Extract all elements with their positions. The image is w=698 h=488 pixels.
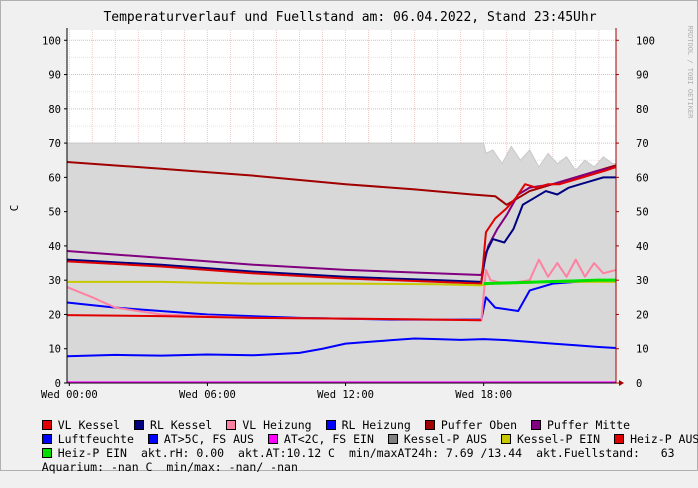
legend: VL Kessel RL Kessel VL Heizung RL Heizung Pu… bbox=[14, 404, 698, 474]
legend-item: VL Heizung bbox=[226, 418, 312, 432]
outdoor-temp-readout: akt.AT:10.12 C bbox=[238, 446, 335, 460]
series-line-4 bbox=[66, 337, 617, 358]
legend-item: RL Heizung bbox=[325, 418, 411, 432]
y-tick-label: 50 bbox=[48, 207, 61, 219]
y-tick-label-right: 30 bbox=[636, 275, 649, 287]
chart-title: Temperaturverlauf und Fuellstand am: 06.… bbox=[103, 10, 596, 25]
legend-label: RL Kessel bbox=[150, 418, 213, 432]
y-tick-label: 90 bbox=[48, 70, 61, 82]
legend-swatch bbox=[267, 434, 278, 444]
legend-label: Luftfeuchte bbox=[57, 432, 134, 446]
aquarium-readout: Aquarium: -nan C min/max: -nan/ -nan bbox=[41, 460, 298, 474]
legend-swatch bbox=[41, 420, 52, 430]
legend-label: Puffer Oben bbox=[440, 418, 517, 432]
aquarium-area bbox=[66, 142, 617, 384]
y-tick-label: 40 bbox=[48, 241, 61, 253]
legend-swatch bbox=[134, 420, 145, 430]
series-group bbox=[66, 160, 617, 384]
legend-item: Kessel-P EIN bbox=[501, 432, 600, 446]
legend-label: Heiz-P AUS bbox=[630, 432, 698, 446]
series-line-2 bbox=[66, 176, 616, 283]
y-tick-label-right: 60 bbox=[636, 172, 649, 184]
legend-swatch bbox=[41, 434, 52, 444]
y-tick-label-right: 100 bbox=[636, 35, 655, 47]
y-tick-label: 60 bbox=[48, 172, 61, 184]
y-tick-label: 10 bbox=[48, 344, 61, 356]
axes: 0 0 10 10 20 20 30 30 40 40 50 50 60 60 70 70 80 80 90 90 10… bbox=[41, 28, 655, 401]
legend-item: VL Kessel bbox=[41, 418, 121, 432]
legend-swatch bbox=[226, 420, 237, 430]
y-tick-label: 100 bbox=[42, 35, 61, 47]
legend-row-3: Heiz-P EIN akt.rH: 0.00 akt.AT:10.12 C min/… bbox=[14, 432, 694, 460]
x-tick-label: Wed 06:00 bbox=[179, 389, 236, 401]
legend-item: AT<2C, FS EIN bbox=[267, 432, 374, 446]
y-tick-label: 20 bbox=[48, 309, 61, 321]
legend-item: AT>5C, FS AUS bbox=[147, 432, 254, 446]
legend-item: Luftfeuchte bbox=[41, 432, 134, 446]
y-tick-label-right: 40 bbox=[636, 241, 649, 253]
legend-label: Puffer Mitte bbox=[547, 418, 631, 432]
legend-label: Kessel-P EIN bbox=[517, 432, 601, 446]
x-tick-label: Wed 18:00 bbox=[455, 389, 512, 401]
legend-label: VL Kessel bbox=[57, 418, 121, 432]
legend-swatch bbox=[614, 434, 625, 444]
legend-swatch bbox=[387, 434, 398, 444]
minmax-24h-readout: min/maxAT24h: 7.69 /13.44 bbox=[348, 446, 523, 460]
y-axis-label: C bbox=[8, 205, 21, 212]
y-tick-label-right: 80 bbox=[636, 104, 649, 116]
y-tick-label-right: 10 bbox=[636, 344, 649, 356]
y-tick-label-right: 90 bbox=[636, 70, 649, 82]
humidity-readout: akt.rH: 0.00 bbox=[140, 446, 225, 460]
y-tick-label-right: 70 bbox=[636, 138, 649, 150]
x-tick-label: Wed 00:00 bbox=[41, 389, 98, 401]
y-tick-label: 70 bbox=[48, 138, 61, 150]
legend-swatch bbox=[325, 420, 336, 430]
series-line-8 bbox=[483, 278, 616, 286]
legend-item: Puffer Oben bbox=[424, 418, 517, 432]
fill-level-readout: akt.Fuellstand: 63 bbox=[536, 446, 675, 460]
area-fill bbox=[66, 142, 617, 384]
legend-label: AT>5C, FS AUS bbox=[163, 432, 254, 446]
legend-swatch bbox=[501, 434, 511, 444]
legend-swatch bbox=[531, 420, 541, 430]
legend-item: Puffer Mitte bbox=[531, 418, 630, 432]
y-tick-label: 30 bbox=[48, 275, 61, 287]
y-tick-label-right: 50 bbox=[636, 207, 649, 219]
x-tick-label: Wed 12:00 bbox=[317, 389, 374, 401]
legend-swatch bbox=[147, 434, 158, 444]
series-line-3 bbox=[66, 166, 617, 285]
legend-item: Heiz-P EIN bbox=[41, 446, 127, 460]
series-line-9 bbox=[66, 314, 482, 322]
legend-item: Heiz-P AUS bbox=[614, 432, 698, 446]
y-tick-label-right: 0 bbox=[636, 378, 642, 390]
y-tick-label: 80 bbox=[48, 104, 61, 116]
legend-label: VL Heizung bbox=[242, 418, 312, 432]
watermark: RRDTOOL / TOBI OETIKER bbox=[686, 26, 694, 120]
x-axis-arrow bbox=[619, 380, 624, 386]
legend-item: Kessel-P AUS bbox=[387, 432, 487, 446]
legend-label: RL Heizung bbox=[341, 418, 411, 432]
legend-row-2: Luftfeuchte AT>5C, FS AUS AT<2C, FS EIN Kes… bbox=[14, 418, 698, 446]
y-tick-label: 0 bbox=[55, 378, 61, 390]
y-tick-label-right: 20 bbox=[636, 309, 649, 321]
series-line-1 bbox=[66, 166, 617, 277]
legend-swatch bbox=[41, 448, 52, 458]
legend-item: RL Kessel bbox=[134, 418, 212, 432]
chart-canvas: Temperaturverlauf und Fuellstand am: 06.… bbox=[0, 0, 698, 471]
legend-label: Heiz-P EIN bbox=[57, 446, 127, 460]
legend-label: Kessel-P AUS bbox=[403, 432, 487, 446]
legend-label: AT<2C, FS EIN bbox=[283, 432, 374, 446]
legend-swatch bbox=[424, 420, 435, 430]
legend-row-1: VL Kessel RL Kessel VL Heizung RL Heizung Pu… bbox=[14, 404, 694, 432]
